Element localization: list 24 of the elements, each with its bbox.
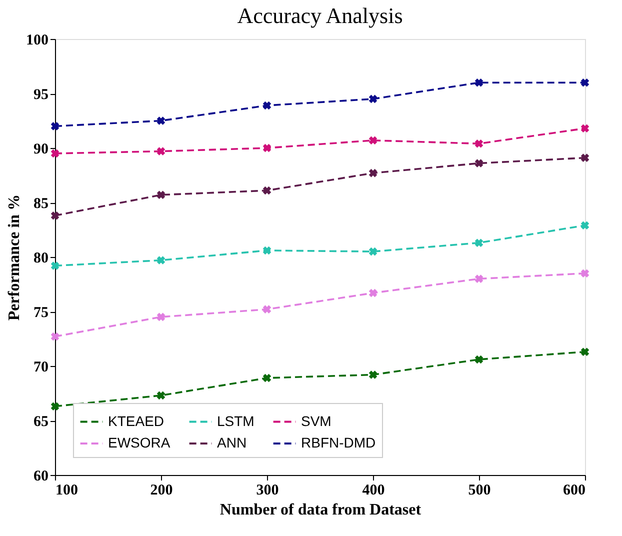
legend-label: RBFN-DMD [301,434,376,450]
legend-label: EWSORA [108,434,171,450]
x-tick-label: 400 [362,482,385,498]
y-axis-title: Performance in % [6,194,23,321]
chart-title: Accuracy Analysis [237,3,403,28]
y-tick-label: 65 [34,414,48,430]
legend-label: SVM [301,412,332,429]
y-tick-label: 80 [34,250,48,266]
x-tick-label: 300 [256,482,279,498]
x-tick-label: 200 [150,482,173,498]
y-tick-label: 75 [34,305,48,321]
y-tick-label: 70 [34,360,48,376]
x-tick-label: 600 [563,482,586,498]
y-tick-label: 85 [34,196,48,212]
y-tick-label: 95 [34,87,48,103]
x-tick-label: 500 [468,482,491,498]
y-tick-label: 100 [26,32,48,48]
legend-label: KTEAED [108,412,164,429]
x-axis-title: Number of data from Dataset [220,502,422,518]
y-tick-label: 90 [34,142,48,158]
legend-label: LSTM [217,412,254,429]
y-tick-label: 60 [34,468,48,484]
x-tick-label: 100 [56,482,78,498]
legend-label: ANN [217,434,247,450]
